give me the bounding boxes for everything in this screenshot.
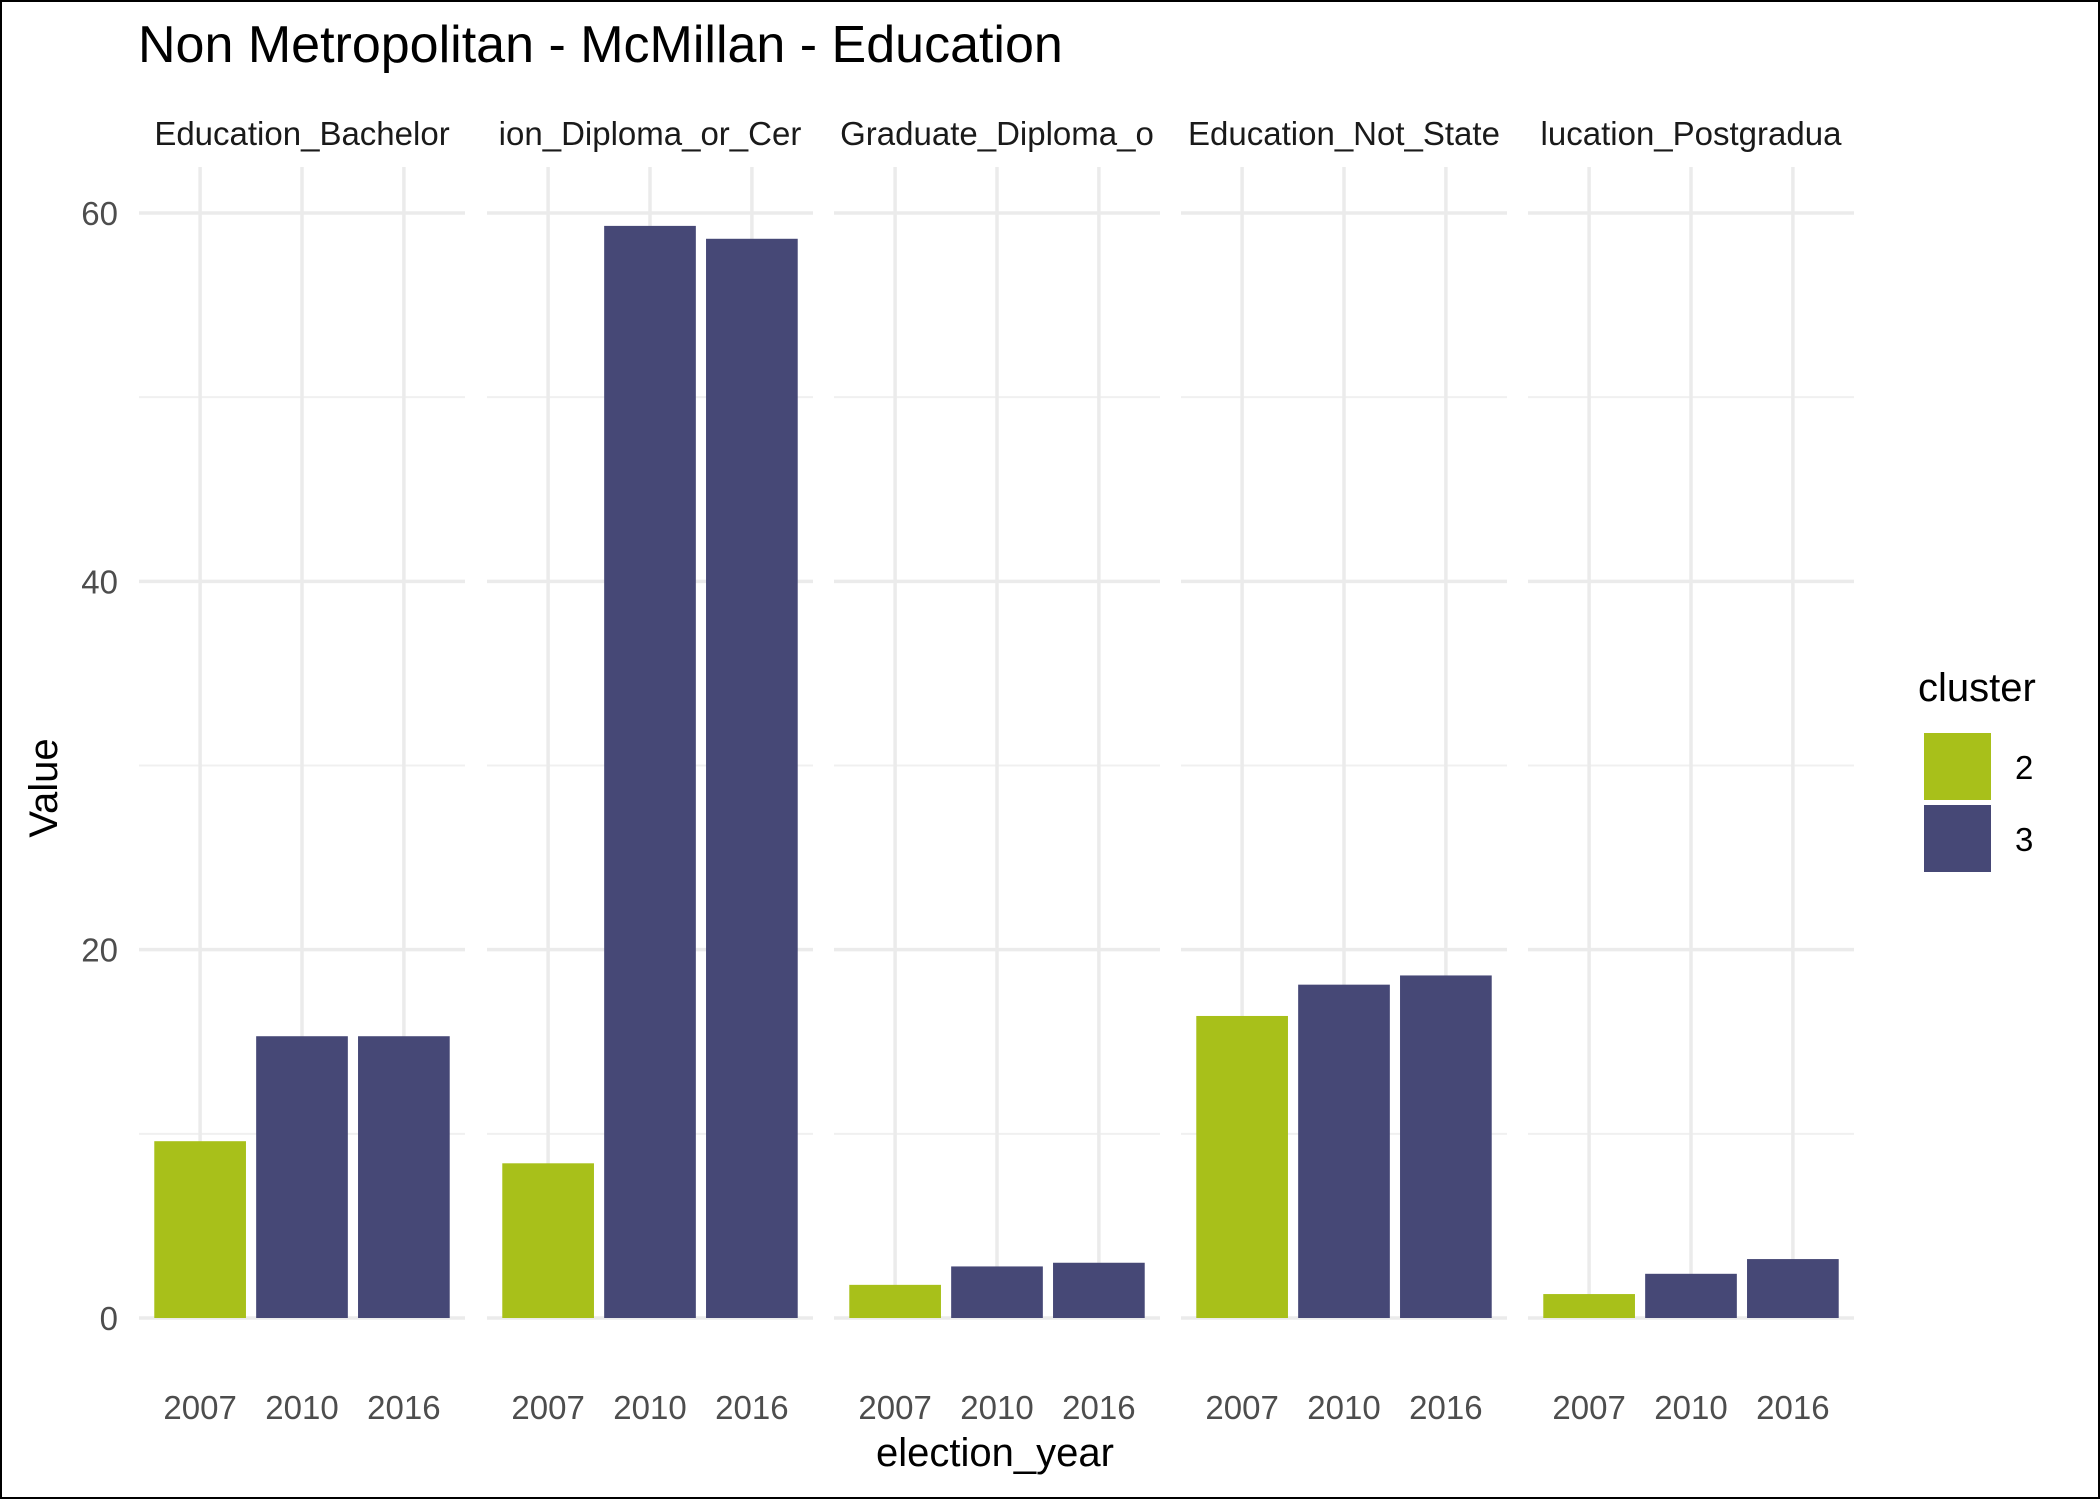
bars: [154, 225, 1839, 1319]
bar: [1543, 1294, 1635, 1318]
y-tick-label: 60: [81, 195, 118, 232]
x-tick-label: 2010: [960, 1389, 1033, 1426]
x-tick-label: 2007: [163, 1389, 236, 1426]
x-tick-label: 2016: [715, 1389, 788, 1426]
bar: [1645, 1273, 1737, 1318]
x-tick-label: 2007: [1205, 1389, 1278, 1426]
bar: [154, 1141, 246, 1318]
x-tick-label: 2010: [1654, 1389, 1727, 1426]
legend: cluster 2 3: [1918, 666, 2036, 872]
bar: [849, 1284, 941, 1318]
facet-strip-label: ion_Diploma_or_Cer: [499, 115, 802, 152]
legend-key: [1924, 733, 1991, 800]
x-tick-label: 2010: [265, 1389, 338, 1426]
bar: [951, 1266, 1043, 1318]
bar: [1747, 1259, 1839, 1318]
bar: [1196, 1015, 1288, 1318]
x-tick-label: 2007: [511, 1389, 584, 1426]
facet-strips: Education_Bachelor ion_Diploma_or_Cer Grad…: [154, 115, 1842, 152]
facet-strip-label: lucation_Postgradua: [1541, 115, 1843, 152]
legend-label: 2: [2015, 749, 2033, 786]
legend-title: cluster: [1918, 666, 2036, 710]
bar: [358, 1036, 450, 1318]
axes: 2007 2010 2016 2007 2010 2016 2007 2010 2016 2007…: [81, 195, 1829, 1426]
y-axis-title: Value: [22, 738, 66, 837]
bar: [604, 225, 696, 1319]
x-tick-label: 2016: [367, 1389, 440, 1426]
bar: [256, 1036, 348, 1318]
x-tick-label: 2010: [1307, 1389, 1380, 1426]
bar: [502, 1163, 594, 1318]
bar: [1400, 975, 1492, 1318]
x-tick-label: 2016: [1062, 1389, 1135, 1426]
x-tick-label: 2010: [613, 1389, 686, 1426]
bar: [706, 238, 798, 1319]
legend-key: [1924, 805, 1991, 872]
bar: [1298, 984, 1390, 1318]
x-axis-title: election_year: [876, 1431, 1114, 1475]
y-tick-label: 0: [100, 1300, 118, 1337]
x-tick-label: 2016: [1756, 1389, 1829, 1426]
x-tick-label: 2007: [1552, 1389, 1625, 1426]
bar: [1053, 1262, 1145, 1318]
x-tick-label: 2007: [858, 1389, 931, 1426]
facet-strip-label: Education_Not_State: [1188, 115, 1500, 152]
chart-title: Non Metropolitan - McMillan - Education: [138, 16, 1063, 74]
facet-strip-label: Graduate_Diploma_o: [840, 115, 1154, 152]
facet-strip-label: Education_Bachelor: [154, 115, 449, 152]
x-tick-label: 2016: [1409, 1389, 1482, 1426]
y-tick-label: 20: [81, 932, 118, 969]
y-tick-label: 40: [81, 563, 118, 600]
legend-label: 3: [2015, 821, 2033, 858]
